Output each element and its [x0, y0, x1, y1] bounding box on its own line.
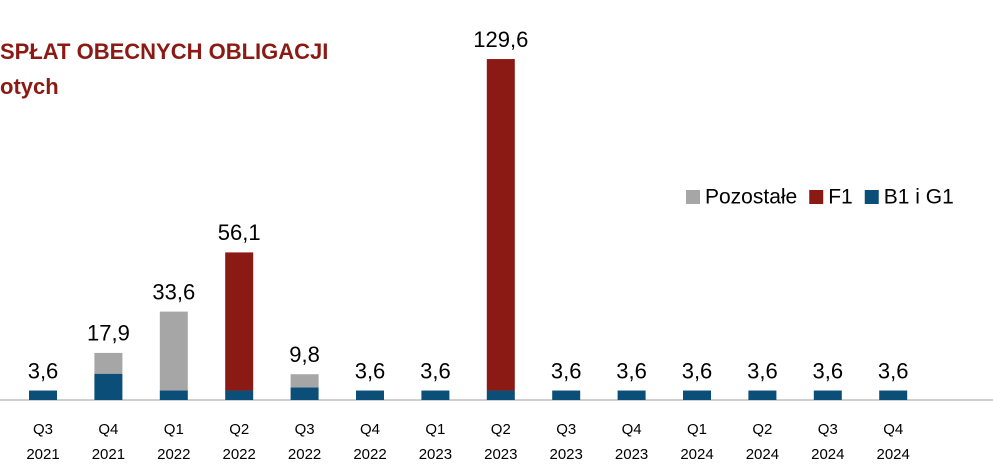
x-tick-label: 2021 — [92, 446, 125, 463]
bar-segment — [29, 390, 57, 400]
x-tick-label: 2023 — [419, 446, 452, 463]
x-tick-label: Q1 — [687, 421, 707, 438]
value-label: 56,1 — [218, 220, 261, 245]
bar-segment — [683, 390, 711, 400]
value-label: 9,8 — [289, 342, 320, 367]
value-label: 3,6 — [28, 358, 59, 383]
x-tick-label: Q2 — [752, 421, 772, 438]
bar-segment — [879, 390, 908, 400]
x-tick-label: Q3 — [818, 421, 838, 438]
bar-segment — [94, 352, 123, 374]
x-tick-label: 2021 — [26, 446, 59, 463]
bar-segment — [290, 374, 319, 388]
x-tick-label: 2024 — [877, 446, 910, 463]
legend-label: Pozostałe — [705, 186, 797, 209]
value-label: 3,6 — [355, 358, 386, 383]
chart-title: otych — [0, 74, 59, 99]
bar-segment — [225, 252, 254, 391]
bar-segment — [159, 390, 188, 400]
legend-swatch — [864, 190, 879, 204]
x-tick-label: 2022 — [157, 446, 190, 463]
value-label: 3,6 — [813, 358, 844, 383]
bar-segment — [356, 390, 384, 400]
bar-segment — [290, 387, 319, 400]
value-label: 17,9 — [87, 321, 130, 346]
x-tick-label: 2024 — [680, 446, 713, 463]
x-tick-label: 2022 — [223, 446, 256, 463]
legend-label: B1 i G1 — [884, 186, 954, 209]
x-tick-label: 2023 — [550, 446, 583, 463]
bar-segment — [617, 390, 646, 400]
bar-segment — [225, 390, 254, 400]
value-label: 3,6 — [616, 358, 647, 383]
legend-swatch — [809, 190, 824, 204]
x-tick-label: Q4 — [622, 421, 642, 438]
value-label: 3,6 — [420, 358, 451, 383]
bar-segment — [421, 390, 450, 400]
x-tick-label: Q4 — [98, 421, 118, 438]
x-tick-label: Q3 — [295, 421, 315, 438]
bar-segment — [813, 390, 842, 400]
x-tick-label: Q2 — [491, 421, 511, 438]
x-tick-label: Q3 — [556, 421, 576, 438]
x-tick-label: 2022 — [353, 446, 386, 463]
x-tick-label: 2024 — [811, 446, 844, 463]
bar-segment — [94, 373, 123, 400]
value-label: 3,6 — [682, 358, 713, 383]
value-label: 3,6 — [878, 358, 909, 383]
x-tick-label: Q4 — [883, 421, 903, 438]
value-label: 3,6 — [747, 358, 778, 383]
value-label: 129,6 — [473, 27, 528, 52]
bar-segment — [486, 390, 515, 400]
value-label: 3,6 — [551, 358, 582, 383]
x-tick-label: Q4 — [360, 421, 380, 438]
x-tick-label: Q2 — [229, 421, 249, 438]
x-tick-label: 2022 — [288, 446, 321, 463]
bar-segment — [748, 390, 777, 400]
bar-segment — [486, 59, 515, 391]
bar-segment — [552, 390, 581, 400]
x-tick-label: Q1 — [425, 421, 445, 438]
legend-swatch — [686, 190, 700, 204]
legend-label: F1 — [828, 186, 853, 209]
chart-title: SPŁAT OBECNYCH OBLIGACJI — [0, 39, 328, 64]
bar-segment — [159, 311, 188, 391]
x-tick-label: 2023 — [484, 446, 517, 463]
value-label: 33,6 — [152, 279, 195, 304]
x-tick-label: Q1 — [164, 421, 184, 438]
x-tick-label: 2023 — [615, 446, 648, 463]
x-tick-label: Q3 — [33, 421, 53, 438]
x-tick-label: 2024 — [746, 446, 779, 463]
